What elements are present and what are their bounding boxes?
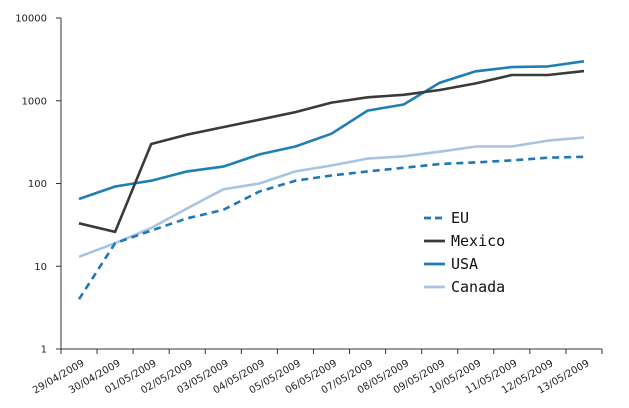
series-line-eu: [77, 155, 585, 300]
legend-label-canada: Canada: [451, 278, 505, 296]
series-line-usa: [78, 60, 585, 201]
y-tick-label: 1000: [22, 96, 47, 107]
y-tick-label: 10: [34, 262, 47, 273]
series-lines: [77, 60, 585, 300]
legend-label-mexico: Mexico: [451, 232, 505, 250]
series-line-mexico: [78, 69, 585, 234]
legend-label-usa: USA: [451, 255, 478, 273]
series-line-canada: [78, 136, 585, 259]
y-tick-label: 1: [41, 345, 47, 356]
axes: 11010010001000029/04/200930/04/200901/05…: [15, 14, 603, 396]
y-tick-label: 10000: [15, 14, 47, 25]
y-tick-label: 100: [28, 179, 47, 190]
legend: EU Mexico USA Canada: [424, 209, 505, 296]
legend-label-eu: EU: [451, 209, 469, 227]
